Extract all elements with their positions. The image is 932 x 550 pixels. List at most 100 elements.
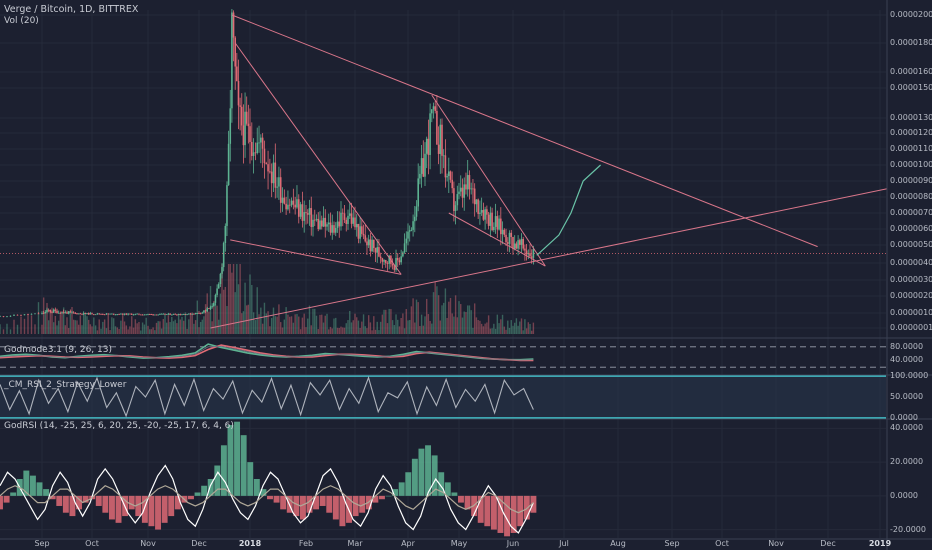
volume-bar — [93, 317, 95, 334]
cm-rsi-tick-label: 0.0000 — [890, 413, 918, 422]
volume-bar — [194, 320, 197, 334]
volume-bar — [150, 329, 153, 334]
volume-bar — [326, 313, 328, 334]
candle-body — [76, 313, 78, 315]
volume-bars — [0, 264, 535, 334]
volume-bar — [107, 313, 109, 334]
cm-rsi-line — [0, 375, 534, 418]
volume-bar — [400, 317, 402, 334]
volume-bar — [261, 323, 264, 334]
candle-body — [86, 313, 88, 314]
volume-bar — [527, 322, 529, 334]
volume-bar — [191, 312, 193, 334]
volume-bar — [227, 264, 230, 334]
candle-body — [459, 187, 462, 192]
candle-body — [123, 313, 126, 315]
volume-bar — [64, 325, 67, 334]
volume-bar — [496, 314, 499, 334]
volume-bar — [422, 325, 424, 334]
volume-bar — [376, 321, 378, 334]
volume-bar — [361, 321, 363, 334]
godrsi-bar — [207, 479, 214, 496]
volume-bar — [46, 302, 48, 334]
volume-bar — [338, 328, 340, 334]
volume-bar — [417, 302, 419, 334]
volume-bar — [103, 319, 106, 334]
candle-body — [489, 212, 492, 226]
candle-body — [512, 236, 514, 249]
volume-bar — [489, 328, 492, 334]
volume-bar — [319, 314, 321, 334]
volume-bar — [201, 319, 203, 334]
candle-body — [154, 314, 156, 316]
volume-bar — [493, 323, 495, 334]
volume-bar — [508, 327, 511, 334]
trendlines[interactable] — [0, 14, 888, 329]
godrsi-bar — [69, 495, 76, 517]
candle-body — [529, 253, 531, 257]
volume-bar — [112, 318, 115, 334]
price-candles — [0, 8, 535, 318]
volume-bar — [444, 288, 447, 334]
volume-bar — [41, 324, 43, 334]
volume-bar — [254, 320, 257, 334]
godrsi-bar — [95, 495, 102, 506]
candle-body — [448, 171, 450, 177]
cm-rsi-tick-label: 50.0000 — [890, 392, 924, 401]
candle-body — [500, 218, 502, 235]
volume-bar — [312, 308, 314, 334]
godrsi-bar — [43, 489, 50, 496]
candle-body — [82, 313, 85, 315]
volume-bar — [208, 311, 210, 334]
candle-body — [244, 111, 246, 146]
candle-body — [329, 222, 332, 233]
candle-body — [171, 314, 173, 316]
volume-bar — [263, 302, 266, 334]
volume-bar — [20, 316, 22, 334]
godrsi-bar — [267, 495, 273, 500]
volume-bar — [76, 320, 78, 334]
godrsi-bar — [332, 495, 339, 520]
volume-bar — [427, 314, 430, 334]
godrsi-bar — [405, 472, 412, 496]
volume-bar — [162, 319, 164, 334]
candle-body — [466, 175, 469, 190]
candle-body — [129, 313, 131, 315]
candle-body — [206, 308, 209, 312]
volume-bar — [145, 317, 147, 334]
candle-body — [47, 309, 50, 311]
volume-bar — [287, 314, 289, 334]
volume-bar — [522, 330, 524, 334]
godrsi-bar — [313, 495, 320, 510]
volume-bar — [132, 327, 135, 334]
candle-body — [213, 302, 215, 306]
candle-body — [139, 314, 142, 316]
volume-bar — [436, 286, 438, 334]
candle-body — [23, 314, 26, 316]
godrsi-bar — [62, 495, 69, 513]
candle-body — [369, 239, 372, 252]
candle-body — [231, 12, 233, 109]
volume-bar — [529, 323, 531, 334]
volume-bar — [216, 305, 218, 334]
candle-body — [240, 106, 243, 126]
candle-body — [234, 37, 236, 67]
candle-body — [479, 212, 481, 214]
volume-bar — [136, 323, 138, 334]
candle-body — [42, 313, 45, 314]
candle-body — [429, 113, 431, 155]
candle-body — [340, 212, 342, 227]
candle-body — [396, 257, 399, 261]
candle-body — [269, 171, 271, 173]
candle-body — [405, 238, 408, 244]
candle-body — [102, 314, 104, 315]
candle-body — [364, 235, 367, 242]
volume-bar — [74, 320, 77, 334]
